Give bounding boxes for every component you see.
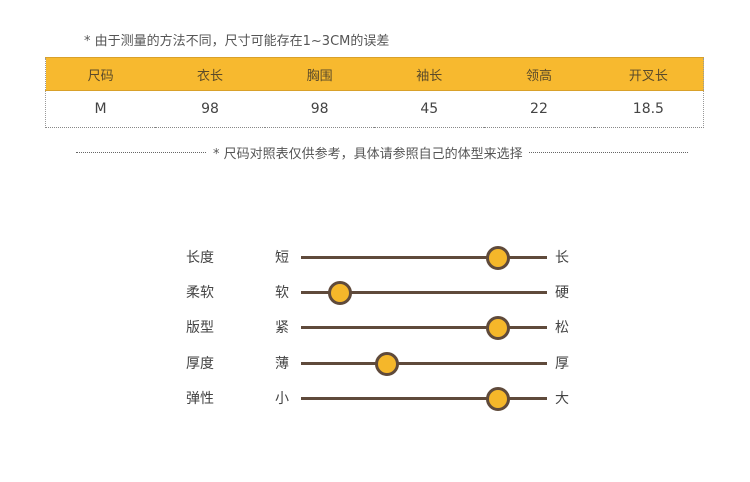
scale-max-label: 厚 [555, 356, 569, 372]
attribute-label: 长度 [186, 250, 214, 266]
divider-note: * 尺码对照表仅供参考，具体请参照自己的体型来选择 [207, 143, 529, 162]
cell-collar: 22 [484, 90, 594, 128]
scale-min-label: 薄 [275, 356, 289, 372]
header-slit: 开叉长 [593, 57, 704, 91]
cell-slit: 18.5 [593, 90, 704, 128]
header-chest: 胸围 [264, 57, 375, 91]
scale-track [301, 362, 547, 365]
header-collar: 领高 [484, 57, 594, 91]
table-header-row: 尺码 衣长 胸围 袖长 领高 开叉长 [45, 57, 704, 91]
attribute-row-fit: 版型 紧 松 [0, 312, 750, 342]
scale-knob [485, 316, 510, 340]
scale-min-label: 短 [275, 250, 289, 266]
scale-knob [328, 281, 353, 305]
scale-max-label: 松 [555, 320, 569, 336]
scale-track [301, 291, 547, 294]
header-sleeve: 袖长 [374, 57, 485, 91]
attribute-row-elasticity: 弹性 小 大 [0, 383, 750, 413]
scale-track [301, 326, 547, 329]
attribute-row-softness: 柔软 软 硬 [0, 277, 750, 307]
scale-knob [485, 246, 510, 270]
attribute-row-length: 长度 短 长 [0, 242, 750, 272]
scale-track [301, 256, 547, 259]
attribute-label: 版型 [186, 320, 214, 336]
scale-min-label: 紧 [275, 320, 289, 336]
cell-chest: 98 [264, 90, 375, 128]
scale-knob [485, 387, 510, 411]
attribute-row-thickness: 厚度 薄 厚 [0, 348, 750, 378]
scale-max-label: 大 [555, 391, 569, 407]
scale-track [301, 397, 547, 400]
header-length: 衣长 [155, 57, 265, 91]
attribute-label: 厚度 [186, 356, 214, 372]
scale-max-label: 长 [555, 250, 569, 266]
size-table: 尺码 衣长 胸围 袖长 领高 开叉长 M 98 98 45 22 18.5 [45, 57, 704, 128]
measurement-note: * 由于测量的方法不同，尺寸可能存在1~3CM的误差 [84, 34, 390, 49]
scale-knob [375, 352, 400, 376]
scale-max-label: 硬 [555, 285, 569, 301]
scale-min-label: 软 [275, 285, 289, 301]
attribute-label: 柔软 [186, 285, 214, 301]
scale-min-label: 小 [275, 391, 289, 407]
cell-sleeve: 45 [374, 90, 485, 128]
attribute-label: 弹性 [186, 391, 214, 407]
cell-length: 98 [155, 90, 265, 128]
header-size: 尺码 [45, 57, 156, 91]
cell-size: M [45, 90, 156, 128]
table-row: M 98 98 45 22 18.5 [45, 90, 704, 128]
